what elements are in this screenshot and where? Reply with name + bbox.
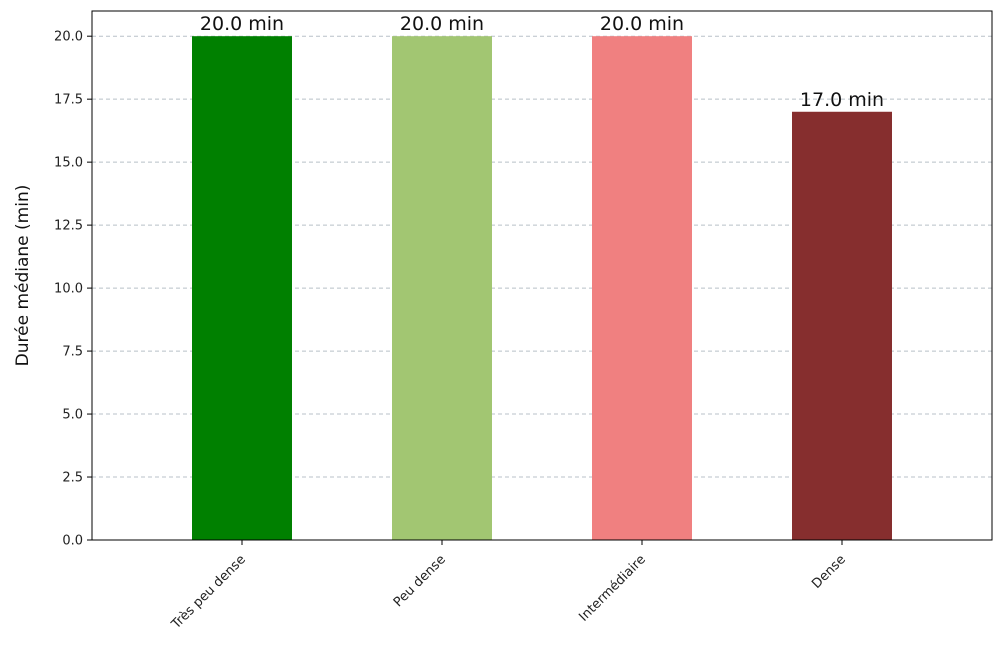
bar-value-label: 20.0 min	[600, 13, 684, 35]
plot-area-frame	[91, 10, 993, 541]
bar-value-label: 17.0 min	[800, 89, 884, 111]
x-tick-label: Peu dense	[391, 552, 449, 610]
bar-value-label: 20.0 min	[400, 13, 484, 35]
x-tick-label: Intermédiaire	[576, 552, 648, 624]
y-tick-label: 20.0	[54, 30, 83, 45]
y-tick-label: 0.0	[62, 534, 83, 549]
y-tick-label: 17.5	[54, 93, 83, 108]
y-tick-label: 15.0	[54, 156, 83, 171]
y-tick-label: 12.5	[54, 219, 83, 234]
x-tick-label: Très peu dense	[168, 552, 249, 633]
bar	[192, 36, 292, 540]
x-axis-ticks: Très peu dense Peu dense Intermédiaire Dens…	[168, 540, 849, 633]
x-tick-label: Dense	[809, 552, 849, 592]
y-tick-label: 2.5	[62, 471, 83, 486]
y-tick-label: 7.5	[62, 345, 83, 360]
bar-value-labels: 20.0 min 20.0 min 20.0 min 17.0 min	[200, 13, 884, 111]
bar	[392, 36, 492, 540]
y-tick-label: 5.0	[62, 408, 83, 423]
y-axis-ticks: 0.0 2.5 5.0 7.5 10.0 12.5 15.0 17.5 20.0	[54, 30, 92, 549]
bar	[792, 111, 892, 540]
bar-value-label: 20.0 min	[200, 13, 284, 35]
y-axis-label: Durée médiane (min)	[13, 185, 33, 367]
bars	[192, 36, 892, 540]
y-tick-label: 10.0	[54, 282, 83, 297]
bar	[592, 36, 692, 540]
